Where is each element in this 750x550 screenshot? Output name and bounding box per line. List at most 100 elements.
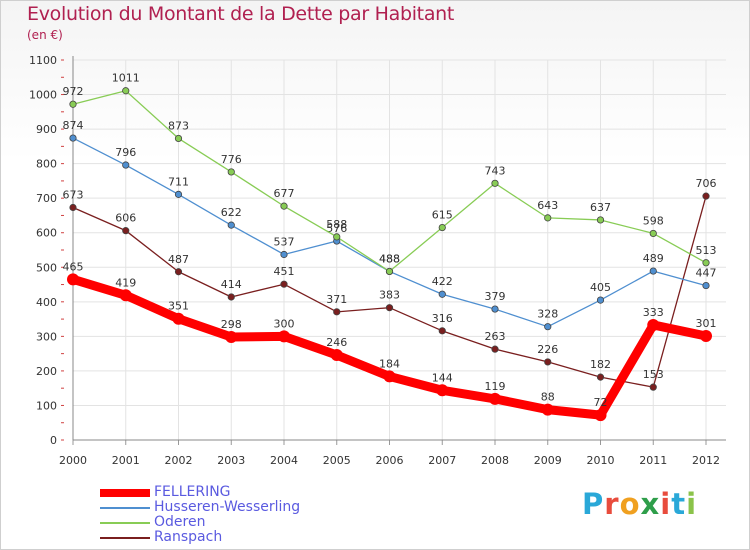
data-point [544, 358, 552, 366]
data-label: 488 [379, 252, 400, 265]
data-point [438, 290, 446, 298]
x-tick-label: 2005 [323, 454, 351, 467]
data-point [119, 289, 132, 302]
data-label: 301 [696, 317, 717, 330]
logo-letter: i [660, 487, 672, 521]
data-point [649, 267, 657, 275]
x-tick-label: 2009 [534, 454, 562, 467]
data-point [594, 409, 607, 422]
data-point [491, 345, 499, 353]
chart-subtitle: (en €) [27, 28, 63, 42]
y-tick-label: 900 [36, 123, 57, 136]
data-point [333, 233, 341, 241]
data-point [438, 327, 446, 335]
x-tick-label: 2007 [428, 454, 456, 467]
y-tick-label: 700 [36, 192, 57, 205]
legend-swatch [100, 507, 150, 509]
data-label: 72 [594, 396, 608, 409]
data-point [596, 373, 605, 381]
logo-letter: o [619, 487, 641, 521]
y-tick-label: 400 [36, 296, 57, 309]
data-label: 465 [63, 260, 84, 273]
data-point [333, 308, 341, 316]
x-tick-label: 2008 [481, 454, 509, 467]
data-label: 606 [115, 212, 136, 225]
data-label: 447 [696, 267, 717, 280]
proxiti-logo: Proxiti [582, 487, 697, 521]
legend-swatch [100, 489, 150, 497]
data-point [544, 214, 552, 222]
data-label: 144 [432, 371, 453, 384]
data-label: 873 [168, 119, 189, 132]
data-point [491, 305, 499, 313]
data-label: 513 [696, 244, 717, 257]
data-label: 263 [485, 330, 506, 343]
x-tick-label: 2002 [165, 454, 193, 467]
x-tick-label: 2010 [587, 454, 615, 467]
data-point [225, 331, 238, 344]
data-label: 677 [274, 187, 295, 200]
data-label: 673 [63, 189, 84, 202]
data-label: 226 [537, 343, 558, 356]
data-label: 776 [221, 153, 242, 166]
data-point [385, 304, 394, 312]
legend-swatch [100, 537, 150, 539]
data-label: 333 [643, 306, 664, 319]
data-label: 743 [485, 164, 506, 177]
data-label: 488 [379, 252, 400, 265]
data-label: 706 [696, 177, 717, 190]
data-label: 588 [326, 218, 347, 231]
data-label: 451 [274, 265, 295, 278]
data-point [67, 273, 79, 286]
data-label: 182 [590, 358, 611, 371]
data-point [227, 168, 235, 176]
x-tick-label: 2000 [59, 454, 87, 467]
legend-label: Husseren-Wesserling [154, 499, 301, 515]
data-label: 298 [221, 318, 242, 331]
logo-letter: i [686, 487, 698, 521]
y-tick-label: 0 [50, 434, 57, 447]
data-label: 379 [485, 290, 506, 303]
data-point [69, 100, 77, 108]
data-label: 300 [274, 317, 295, 330]
data-label: 711 [168, 175, 189, 188]
data-point [383, 370, 396, 383]
logo-letter: r [604, 487, 620, 521]
data-point [278, 330, 290, 343]
data-point [702, 192, 710, 200]
y-tick-label: 300 [36, 330, 57, 343]
x-tick-label: 2012 [692, 454, 720, 467]
data-label: 414 [221, 278, 242, 291]
data-label: 874 [63, 119, 84, 132]
data-label: 351 [168, 300, 189, 313]
data-point [227, 221, 235, 229]
data-label: 316 [432, 312, 453, 325]
logo-letter: t [671, 487, 687, 521]
data-label: 796 [115, 146, 136, 159]
data-label: 615 [432, 209, 453, 222]
data-label: 576 [326, 222, 347, 235]
data-point [700, 330, 712, 343]
data-point [491, 179, 499, 187]
data-point [649, 383, 657, 391]
y-tick-label: 1100 [29, 54, 57, 67]
legend-swatch [100, 522, 150, 524]
data-point [174, 134, 183, 143]
data-point [69, 203, 77, 212]
legend-label: Oderen [154, 514, 206, 530]
data-label: 598 [643, 214, 664, 227]
data-label: 537 [274, 235, 295, 248]
y-tick-label: 500 [36, 261, 57, 274]
data-point [280, 250, 288, 259]
y-tick-label: 100 [36, 399, 57, 412]
data-label: 328 [537, 308, 558, 321]
data-point [596, 296, 605, 304]
data-point [438, 223, 446, 232]
data-point [172, 312, 185, 325]
logo-letter: P [582, 487, 605, 521]
y-tick-label: 600 [36, 227, 57, 240]
data-point [280, 280, 288, 288]
data-point [649, 229, 657, 238]
data-point [541, 403, 554, 416]
